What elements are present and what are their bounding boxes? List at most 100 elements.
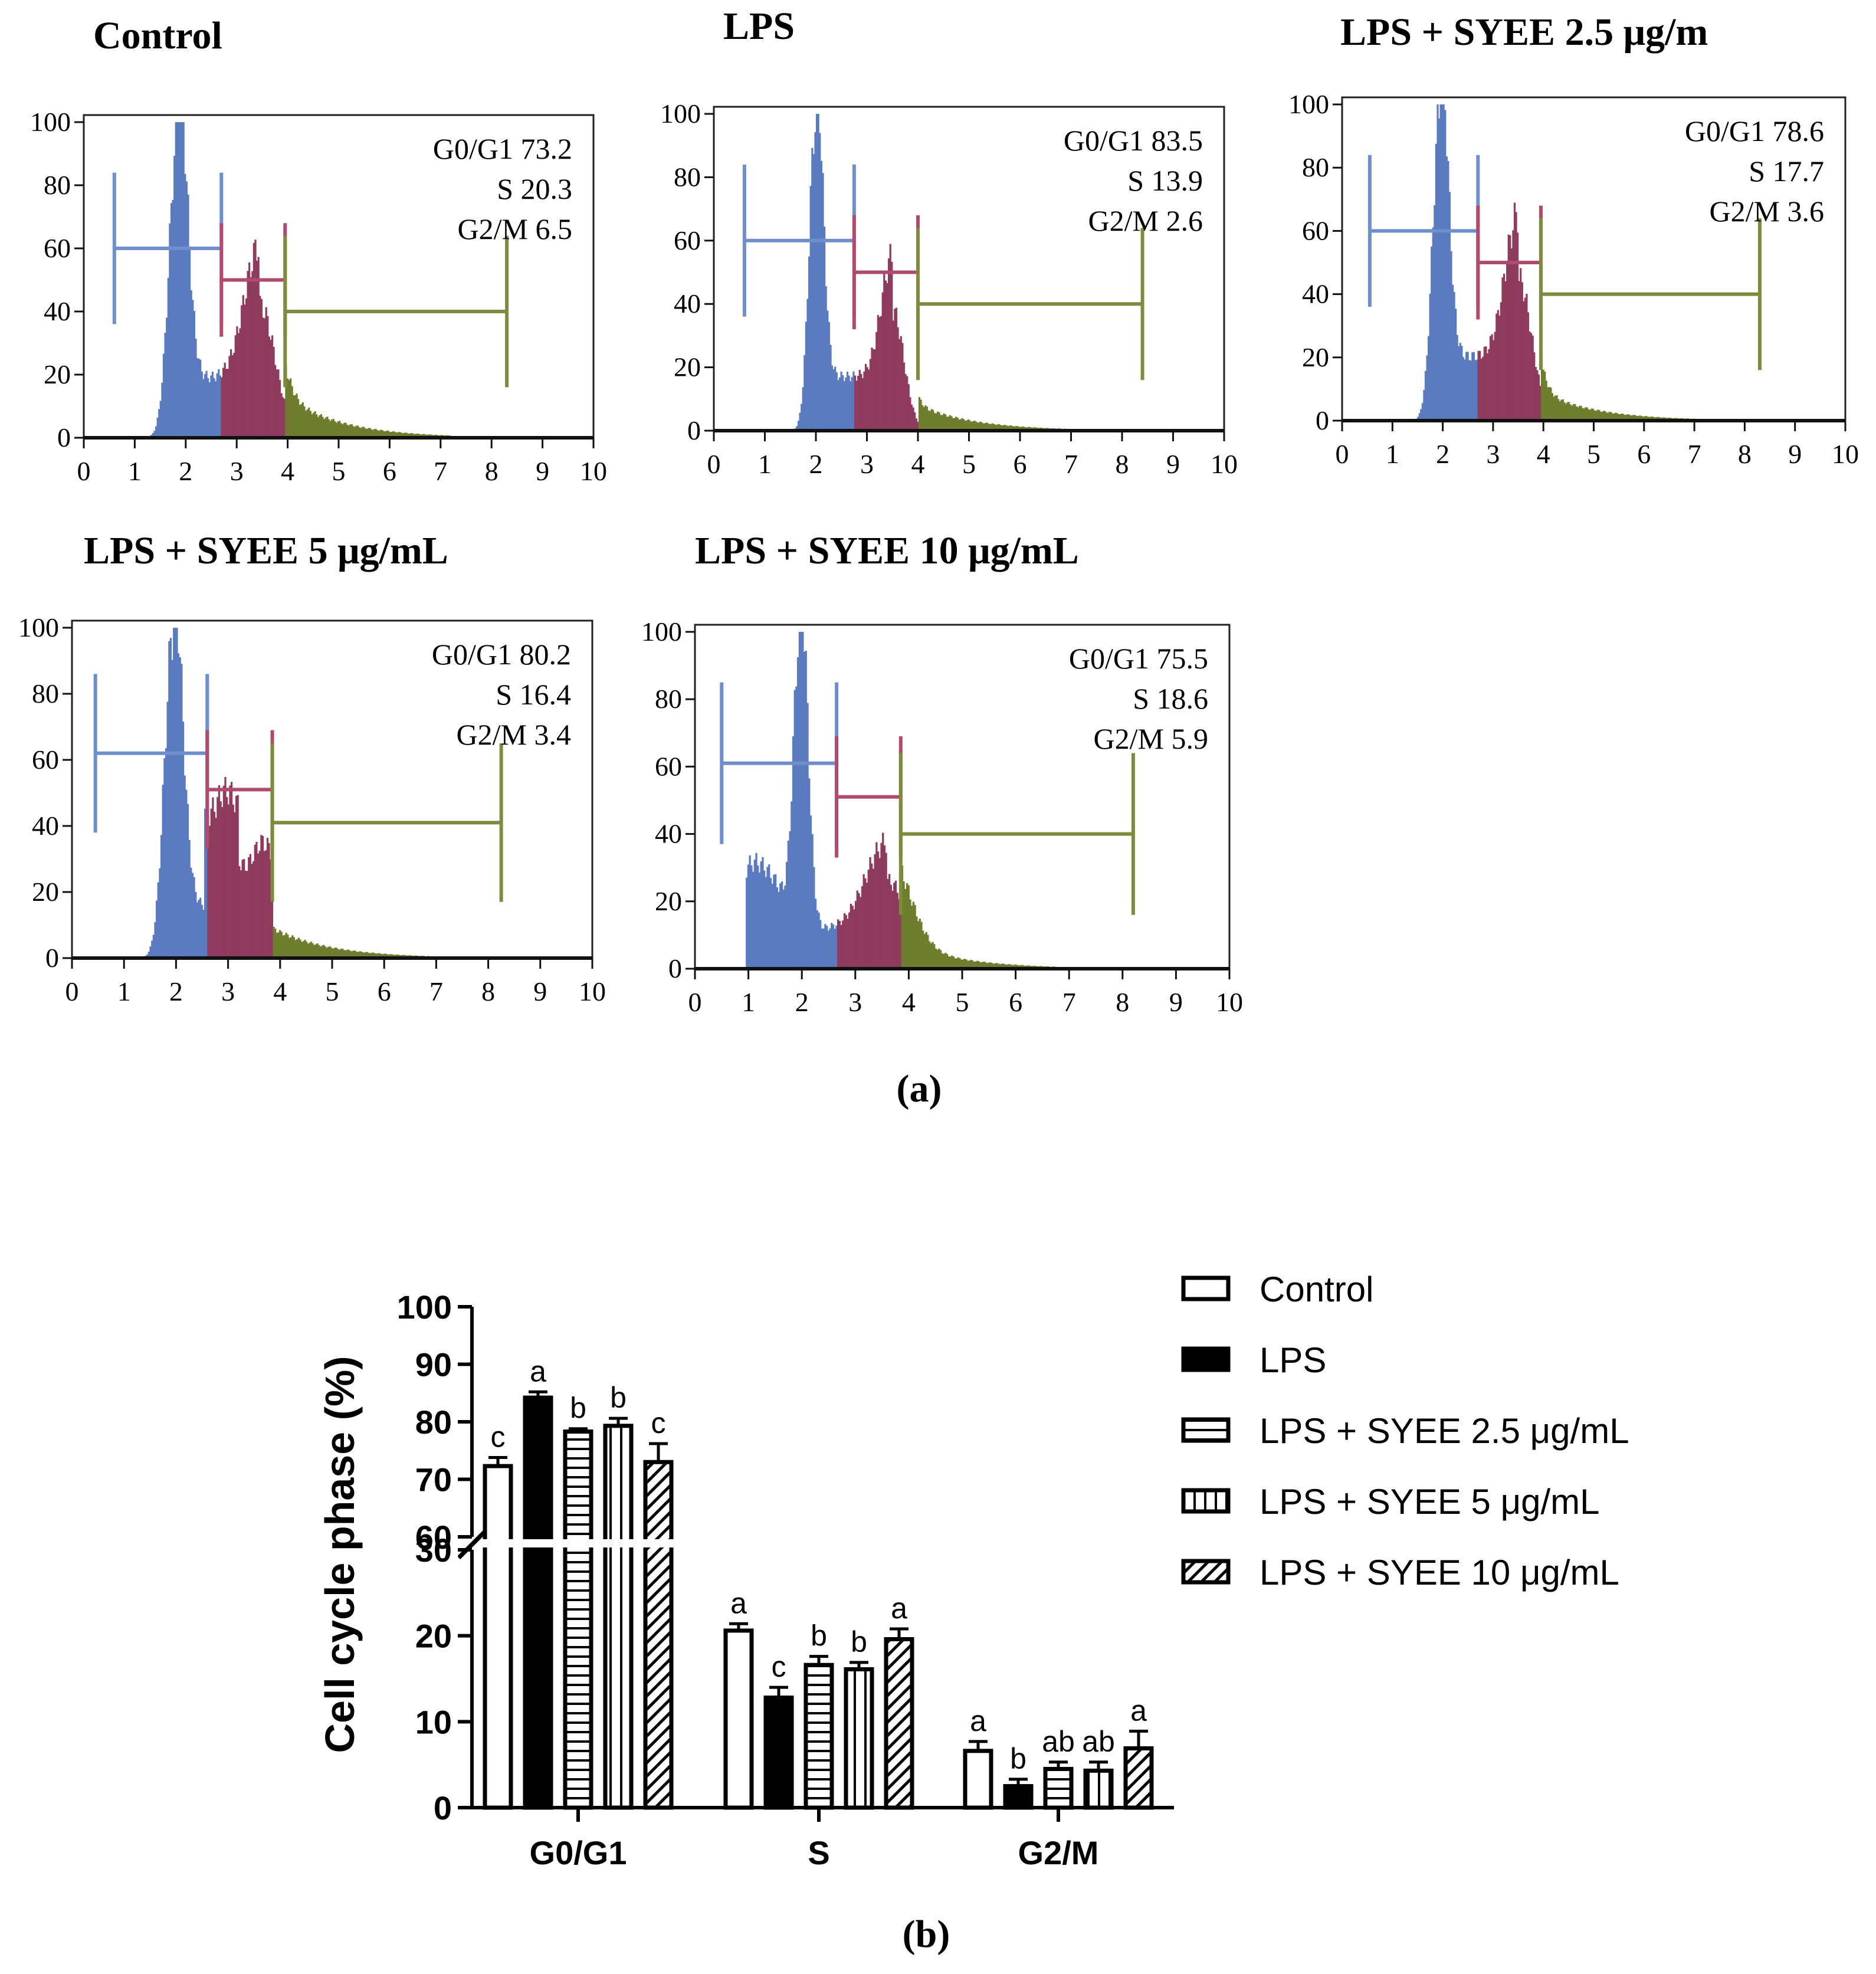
bar (563, 1429, 593, 1810)
histogram-bin (1429, 293, 1431, 421)
histogram-bin (848, 375, 850, 431)
histogram-bin (251, 864, 253, 958)
histogram-bin (1572, 404, 1575, 421)
bar (1123, 1746, 1154, 1810)
histogram-bin (916, 916, 918, 969)
histogram-bin (901, 343, 904, 431)
histogram-bin (210, 375, 212, 438)
histogram-bin (239, 328, 241, 438)
histogram-bin (1471, 352, 1474, 421)
histogram-bin (963, 959, 966, 969)
histogram-bin (361, 427, 364, 438)
histogram-bin (320, 414, 323, 438)
histogram-bin (982, 423, 985, 431)
histogram-bin (1458, 346, 1460, 421)
phase-percentage-label: G2/M 2.6 (1088, 204, 1203, 237)
histogram-bin (956, 958, 958, 969)
histogram-bin (817, 114, 819, 431)
histogram-bin (224, 777, 227, 958)
histogram-bin (311, 943, 314, 958)
histogram-bin (991, 963, 993, 969)
histogram-bin (297, 937, 300, 958)
histogram-bin (176, 628, 178, 958)
histogram-bin (1504, 281, 1507, 421)
histogram-bin (369, 953, 372, 958)
legend-label: LPS + SYEE 2.5 μg/mL (1260, 1411, 1629, 1451)
histogram-bin (998, 424, 1000, 431)
histogram-bin (1645, 416, 1647, 421)
bar-chart-category-label: S (808, 1834, 829, 1871)
histogram-bin (218, 369, 220, 438)
histogram-bin (370, 429, 373, 438)
histogram-bin (845, 378, 847, 431)
phase-percentage-label: S 18.6 (1133, 682, 1208, 715)
histogram-bin (389, 954, 392, 958)
histogram-bin (865, 364, 867, 431)
histogram-title: LPS + SYEE 10 μg/mL (695, 529, 1079, 572)
histogram-bin (342, 424, 344, 438)
bar (483, 1464, 513, 1810)
histogram-bin (972, 960, 974, 969)
histogram-bin (1474, 360, 1477, 421)
histogram-bin (231, 355, 234, 438)
histogram-bin (960, 959, 963, 969)
histogram-bin (802, 387, 804, 431)
histogram-bin (340, 949, 342, 958)
histogram-bin (776, 887, 778, 969)
histogram-bin (1491, 334, 1493, 421)
histogram-bin (290, 937, 292, 958)
histogram-bin (193, 877, 195, 958)
histogram-bin (1009, 425, 1011, 431)
histogram-bin (797, 421, 800, 431)
histogram-bin (808, 256, 811, 431)
histogram-bin (981, 422, 983, 431)
histogram-bin (822, 173, 824, 431)
histogram-bin (1634, 415, 1636, 421)
histogram-bin (248, 262, 251, 438)
histogram-bin (257, 853, 260, 958)
histogram-bin (765, 877, 767, 969)
histogram-bin (1596, 409, 1599, 421)
histogram-bin (379, 953, 381, 958)
histogram-bin (1517, 232, 1519, 421)
histogram-bin (225, 369, 228, 438)
histogram-bin (911, 906, 913, 969)
histogram-bin (343, 950, 345, 958)
histogram-bin (375, 429, 378, 438)
histogram-bin (327, 419, 330, 438)
histogram-bin (386, 954, 389, 958)
histogram-bin (240, 870, 242, 958)
significance-letter: a (970, 1704, 986, 1737)
histogram-bin (802, 632, 804, 969)
histogram-bin (307, 943, 309, 958)
histogram-bin (283, 399, 286, 438)
histogram-bin (273, 347, 275, 438)
histogram-bin (800, 632, 802, 969)
histogram-x-tick-label: 5 (1587, 439, 1600, 469)
histogram-bin (209, 825, 211, 958)
histogram-bin (900, 893, 902, 969)
histogram-bin (349, 424, 352, 438)
histogram-bin (172, 200, 174, 438)
histogram-bin (285, 365, 287, 438)
histogram-bin (217, 797, 219, 958)
histogram-bin (1480, 358, 1483, 421)
histogram-bin (1599, 411, 1602, 421)
histogram-bin (853, 909, 855, 969)
phase-percentage-label: S 13.9 (1127, 164, 1203, 197)
histogram-bin (999, 964, 1001, 969)
histogram-bin (1448, 192, 1451, 421)
histogram-bin (824, 924, 827, 969)
histogram-bin (415, 434, 417, 438)
histogram-bin (895, 307, 898, 431)
histogram-bin (1512, 230, 1514, 421)
histogram-bin (997, 963, 1000, 969)
histogram-x-tick-label: 8 (1738, 439, 1752, 469)
histogram-bin (184, 173, 186, 438)
histogram-bin (835, 372, 838, 431)
histogram-bin (862, 874, 865, 969)
histogram-bin (837, 380, 839, 431)
histogram-bin (773, 874, 775, 969)
histogram-bin (843, 381, 845, 431)
histogram-bin (319, 946, 322, 958)
